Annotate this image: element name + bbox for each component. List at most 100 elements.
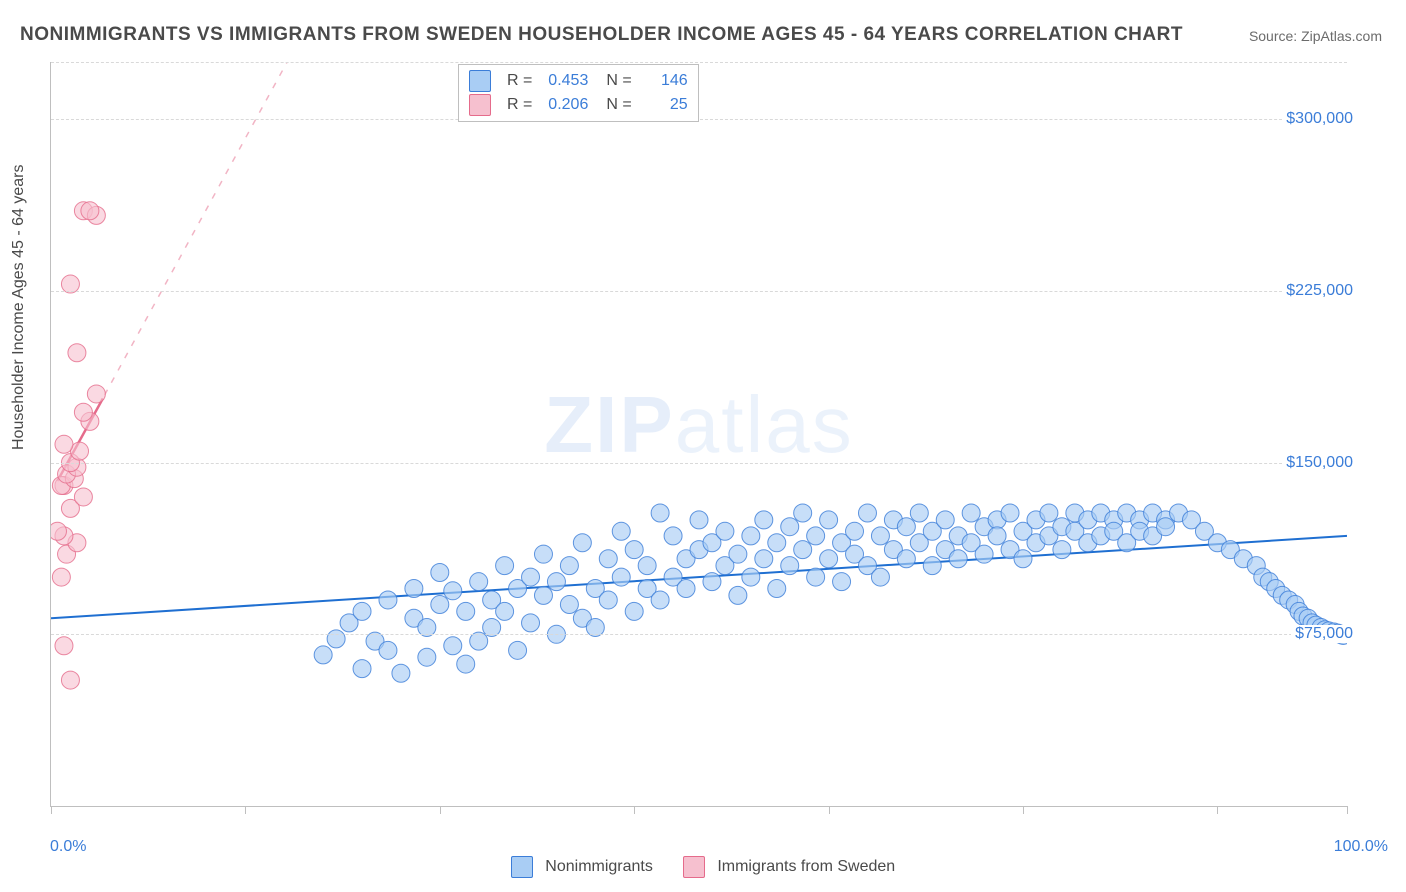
data-point <box>509 641 527 659</box>
data-point <box>379 641 397 659</box>
data-point <box>1053 541 1071 559</box>
gridline <box>51 634 1347 635</box>
data-point <box>55 637 73 655</box>
chart-svg <box>51 62 1347 822</box>
data-point <box>897 518 915 536</box>
data-point <box>729 545 747 563</box>
data-point <box>768 534 786 552</box>
stats-row: R = 0.453 N = 146 <box>469 69 688 93</box>
trend-line-extension <box>57 62 375 481</box>
y-tick-label: $300,000 <box>1282 110 1357 128</box>
data-point <box>353 602 371 620</box>
series-legend: Nonimmigrants Immigrants from Sweden <box>0 856 1406 878</box>
data-point <box>1157 518 1175 536</box>
data-point <box>612 568 630 586</box>
data-point <box>742 568 760 586</box>
data-point <box>457 655 475 673</box>
data-point <box>51 522 66 540</box>
x-tick <box>1023 806 1024 814</box>
data-point <box>742 527 760 545</box>
x-tick <box>1347 806 1348 814</box>
x-tick <box>245 806 246 814</box>
x-tick <box>829 806 830 814</box>
data-point <box>794 541 812 559</box>
data-point <box>534 586 552 604</box>
data-point <box>871 527 889 545</box>
data-point <box>703 573 721 591</box>
x-axis-min-label: 0.0% <box>50 838 86 856</box>
data-point <box>962 504 980 522</box>
data-point <box>405 580 423 598</box>
data-point <box>314 646 332 664</box>
legend-item: Immigrants from Sweden <box>683 856 895 878</box>
swatch-icon <box>469 70 491 92</box>
data-point <box>444 637 462 655</box>
data-point <box>1001 504 1019 522</box>
swatch-icon <box>683 856 705 878</box>
data-point <box>858 504 876 522</box>
data-point <box>55 435 73 453</box>
data-point <box>781 518 799 536</box>
data-point <box>677 580 695 598</box>
legend-label: Immigrants from Sweden <box>717 858 895 875</box>
data-point <box>327 630 345 648</box>
data-point <box>820 511 838 529</box>
x-tick <box>634 806 635 814</box>
data-point <box>353 660 371 678</box>
data-point <box>768 580 786 598</box>
chart-title: NONIMMIGRANTS VS IMMIGRANTS FROM SWEDEN … <box>20 24 1183 46</box>
data-point <box>664 527 682 545</box>
data-point <box>431 563 449 581</box>
x-tick <box>440 806 441 814</box>
data-point <box>794 504 812 522</box>
data-point <box>599 550 617 568</box>
data-point <box>52 568 70 586</box>
data-point <box>690 511 708 529</box>
data-point <box>599 591 617 609</box>
data-point <box>547 573 565 591</box>
data-point <box>534 545 552 563</box>
data-point <box>457 602 475 620</box>
data-point <box>444 582 462 600</box>
data-point <box>988 527 1006 545</box>
x-axis-max-label: 100.0% <box>1334 838 1388 856</box>
data-point <box>560 557 578 575</box>
y-tick-label: $150,000 <box>1282 454 1357 472</box>
data-point <box>910 504 928 522</box>
data-point <box>975 545 993 563</box>
data-point <box>949 550 967 568</box>
data-point <box>470 573 488 591</box>
data-point <box>625 541 643 559</box>
data-point <box>522 614 540 632</box>
data-point <box>833 573 851 591</box>
data-point <box>625 602 643 620</box>
source-label: Source: ZipAtlas.com <box>1249 28 1382 44</box>
data-point <box>560 596 578 614</box>
data-point <box>379 591 397 609</box>
data-point <box>392 664 410 682</box>
x-tick <box>1217 806 1218 814</box>
data-point <box>936 511 954 529</box>
gridline <box>51 291 1347 292</box>
data-point <box>74 403 92 421</box>
gridline <box>51 119 1347 120</box>
data-point <box>781 557 799 575</box>
y-tick-label: $75,000 <box>1291 625 1357 643</box>
data-point <box>522 568 540 586</box>
data-point <box>807 527 825 545</box>
data-point <box>638 557 656 575</box>
data-point <box>61 671 79 689</box>
data-point <box>81 202 99 220</box>
data-point <box>807 568 825 586</box>
data-point <box>418 648 436 666</box>
data-point <box>651 591 669 609</box>
data-point <box>923 557 941 575</box>
data-point <box>87 385 105 403</box>
data-point <box>820 550 838 568</box>
data-point <box>755 550 773 568</box>
data-point <box>1014 550 1032 568</box>
data-point <box>871 568 889 586</box>
data-point <box>431 596 449 614</box>
y-axis-label: Householder Income Ages 45 - 64 years <box>10 165 28 451</box>
data-point <box>573 534 591 552</box>
